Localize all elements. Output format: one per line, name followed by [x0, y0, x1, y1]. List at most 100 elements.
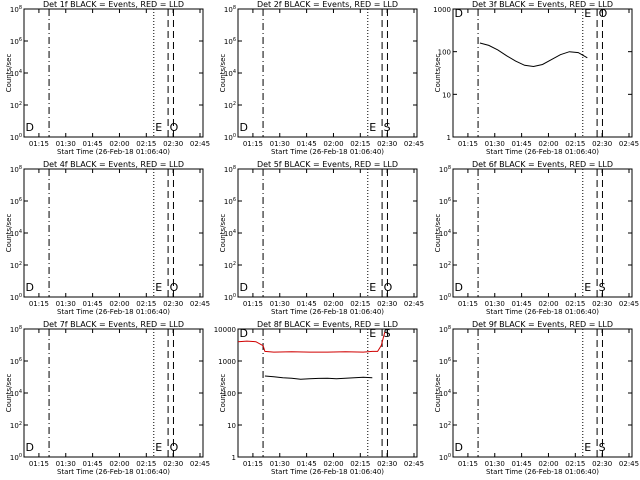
x-tick-label: 02:00	[538, 460, 558, 468]
x-tick-label: 02:45	[404, 460, 424, 468]
event-marker-label: E	[369, 327, 376, 340]
x-tick-label: 02:30	[163, 140, 183, 148]
event-marker-label: O	[384, 281, 393, 294]
panel-det-3: Det 3f BLACK = Events, RED = LLD 1 10 100 10…	[433, 0, 639, 156]
y-tick-label: 106	[439, 197, 451, 206]
x-tick-label: 02:30	[163, 300, 183, 308]
event-marker-label: S	[599, 281, 606, 294]
y-tick-label: 106	[10, 37, 22, 46]
x-tick-label: 02:15	[565, 300, 585, 308]
event-marker-label: D	[240, 281, 248, 294]
x-tick-label: 02:15	[565, 140, 585, 148]
x-tick-label: 02:00	[109, 460, 129, 468]
plot-frame	[23, 328, 204, 458]
panel-title: Det 3f BLACK = Events, RED = LLD	[472, 0, 613, 9]
y-tick-label: 102	[439, 261, 451, 270]
y-tick-label: 100	[224, 133, 236, 142]
x-tick-label: 02:45	[404, 140, 424, 148]
event-marker-label: O	[599, 7, 608, 20]
x-tick-label: 02:30	[163, 460, 183, 468]
y-tick-label: 1	[232, 454, 236, 462]
y-tick-label: 1000	[218, 358, 236, 366]
panel-det-5: Det 5f BLACK = Events, RED = LLD 100 102 10…	[219, 160, 424, 316]
x-axis-label: Start Time (26-Feb-18 01:06:40)	[486, 468, 599, 476]
x-tick-label: 01:15	[458, 460, 478, 468]
x-tick-label: 01:30	[56, 300, 76, 308]
panel-title: Det 9f BLACK = Events, RED = LLD	[472, 320, 613, 329]
x-tick-label: 02:15	[565, 460, 585, 468]
x-tick-label: 02:30	[377, 300, 397, 308]
y-tick-label: 108	[10, 325, 22, 334]
x-axis-label: Start Time (26-Feb-18 01:06:40)	[57, 148, 170, 156]
event-marker-label: E	[584, 7, 591, 20]
y-tick-label: 104	[439, 229, 451, 238]
y-tick-label: 100	[438, 49, 451, 57]
x-tick-label: 02:00	[109, 140, 129, 148]
y-tick-label: 108	[10, 165, 22, 174]
panel-det-7: Det 7f BLACK = Events, RED = LLD 100 102 10…	[5, 320, 210, 476]
event-marker-label: D	[240, 121, 248, 134]
panel-det-8: Det 8f BLACK = Events, RED = LLD 1 10 100 10…	[214, 320, 424, 476]
panel-det-6: Det 6f BLACK = Events, RED = LLD 100 102 10…	[434, 160, 639, 316]
x-tick-label: 01:30	[485, 300, 505, 308]
y-tick-label: 102	[10, 101, 22, 110]
x-tick-label: 01:30	[56, 460, 76, 468]
y-tick-label: 102	[10, 421, 22, 430]
x-axis-label: Start Time (26-Feb-18 01:06:40)	[486, 308, 599, 316]
x-tick-label: 01:30	[485, 460, 505, 468]
y-tick-label: 108	[224, 165, 236, 174]
y-tick-label: 10	[227, 422, 236, 430]
x-tick-label: 02:15	[136, 140, 156, 148]
panel-title: Det 8f BLACK = Events, RED = LLD	[257, 320, 398, 329]
x-tick-label: 01:15	[458, 300, 478, 308]
y-tick-label: 104	[10, 389, 22, 398]
x-tick-label: 02:15	[350, 460, 370, 468]
plot-frame	[452, 168, 633, 298]
event-marker-label: E	[369, 121, 376, 134]
y-axis-label: Counts/sec	[434, 214, 442, 253]
plot-frame	[452, 328, 633, 458]
x-tick-label: 01:30	[485, 140, 505, 148]
event-marker-label: E	[155, 281, 162, 294]
x-tick-label: 02:00	[323, 300, 343, 308]
event-marker-label: D	[455, 7, 463, 20]
panel-title: Det 2f BLACK = Events, RED = LLD	[257, 0, 398, 9]
events-series-line	[479, 42, 588, 68]
x-tick-label: 01:30	[270, 460, 290, 468]
panel-det-2: Det 2f BLACK = Events, RED = LLD 100 102 10…	[219, 0, 424, 156]
event-marker-label: D	[26, 121, 34, 134]
x-tick-label: 02:00	[109, 300, 129, 308]
y-tick-label: 100	[223, 390, 236, 398]
y-axis-label: Counts/sec	[5, 54, 13, 93]
x-tick-label: 01:30	[56, 140, 76, 148]
lld-series-line	[237, 331, 386, 353]
event-marker-label: E	[584, 281, 591, 294]
plot-frame	[237, 8, 418, 138]
x-tick-label: 02:45	[619, 140, 639, 148]
y-tick-label: 108	[439, 165, 451, 174]
x-tick-label: 01:45	[512, 140, 532, 148]
y-tick-label: 108	[439, 325, 451, 334]
y-tick-label: 102	[10, 261, 22, 270]
panel-det-9: Det 9f BLACK = Events, RED = LLD 100 102 10…	[434, 320, 639, 476]
event-marker-label: O	[170, 281, 179, 294]
y-tick-label: 1	[447, 134, 451, 142]
y-tick-label: 100	[224, 293, 236, 302]
x-axis-label: Start Time (26-Feb-18 01:06:40)	[271, 308, 384, 316]
x-tick-label: 02:30	[592, 300, 612, 308]
plot-frame	[237, 168, 418, 298]
plot-frame	[452, 8, 633, 138]
y-tick-label: 1000	[433, 6, 451, 14]
x-tick-label: 02:00	[323, 460, 343, 468]
x-tick-label: 01:45	[297, 140, 317, 148]
x-axis-label: Start Time (26-Feb-18 01:06:40)	[57, 468, 170, 476]
x-tick-label: 02:30	[592, 140, 612, 148]
event-marker-label: S	[599, 441, 606, 454]
x-tick-label: 01:45	[83, 140, 103, 148]
x-tick-label: 01:15	[243, 140, 263, 148]
event-marker-label: D	[455, 281, 463, 294]
y-tick-label: 100	[439, 293, 451, 302]
x-axis-label: Start Time (26-Feb-18 01:06:40)	[271, 148, 384, 156]
x-tick-label: 01:15	[458, 140, 478, 148]
